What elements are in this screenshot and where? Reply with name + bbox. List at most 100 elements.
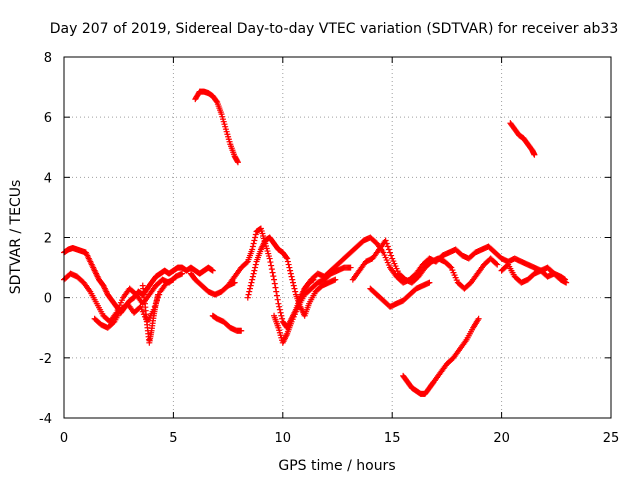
data-point bbox=[272, 284, 279, 291]
series-trace-7 bbox=[209, 312, 245, 334]
data-point bbox=[382, 237, 389, 244]
data-point bbox=[267, 259, 274, 266]
data-point bbox=[285, 261, 292, 268]
data-point bbox=[286, 264, 293, 271]
x-tick-label: 0 bbox=[60, 431, 68, 446]
data-point bbox=[273, 288, 280, 295]
y-tick-label: -2 bbox=[39, 352, 52, 367]
data-point bbox=[276, 306, 283, 313]
data-point bbox=[246, 285, 253, 292]
data-point bbox=[531, 151, 538, 158]
data-point bbox=[290, 282, 297, 289]
series-trace-12 bbox=[349, 237, 501, 292]
series-trace-11 bbox=[301, 234, 569, 292]
x-tick-label: 10 bbox=[275, 431, 292, 446]
data-point bbox=[249, 276, 256, 283]
data-point bbox=[278, 312, 285, 319]
x-tick-label: 25 bbox=[603, 431, 620, 446]
series-trace-13 bbox=[367, 279, 433, 310]
y-tick-label: 4 bbox=[44, 171, 52, 186]
series-trace-4 bbox=[139, 282, 162, 346]
data-point bbox=[494, 261, 501, 268]
x-axis-label: GPS time / hours bbox=[278, 458, 395, 474]
data-point bbox=[251, 267, 258, 274]
data-point bbox=[291, 285, 298, 292]
series-trace-6 bbox=[192, 88, 241, 166]
data-point bbox=[288, 273, 295, 280]
data-point bbox=[252, 231, 259, 238]
data-point bbox=[271, 276, 278, 283]
series-trace-15 bbox=[498, 261, 570, 286]
data-point bbox=[266, 255, 273, 262]
data-point bbox=[385, 246, 392, 253]
chart-title: Day 207 of 2019, Sidereal Day-to-day VTE… bbox=[50, 21, 619, 37]
series-trace-10 bbox=[271, 264, 354, 346]
data-point bbox=[252, 264, 259, 271]
series-trace-16 bbox=[507, 120, 538, 158]
data-point bbox=[250, 270, 257, 277]
y-tick-label: 0 bbox=[44, 292, 52, 307]
grid-lines bbox=[64, 57, 611, 418]
data-point bbox=[283, 254, 290, 261]
data-points bbox=[61, 88, 570, 397]
data-point bbox=[284, 255, 291, 262]
data-point bbox=[155, 291, 162, 298]
data-point bbox=[179, 270, 186, 277]
data-point bbox=[252, 261, 259, 268]
data-point bbox=[387, 249, 394, 256]
data-point bbox=[243, 259, 250, 266]
data-point bbox=[388, 252, 395, 259]
series-trace-14 bbox=[400, 315, 482, 397]
x-tick-label: 15 bbox=[384, 431, 401, 446]
data-point bbox=[447, 263, 454, 270]
data-point bbox=[249, 273, 256, 280]
data-point bbox=[249, 243, 256, 250]
series-trace-5 bbox=[187, 270, 238, 298]
data-point bbox=[292, 288, 299, 295]
y-tick-label: -4 bbox=[39, 412, 52, 427]
data-point bbox=[284, 258, 291, 265]
data-point bbox=[251, 237, 258, 244]
data-point bbox=[170, 276, 177, 283]
data-point bbox=[248, 279, 255, 286]
y-tick-label: 2 bbox=[44, 232, 52, 247]
data-point bbox=[287, 267, 294, 274]
y-axis-label: SDTVAR / TECUs bbox=[8, 180, 24, 295]
data-point bbox=[563, 279, 570, 286]
data-point bbox=[252, 234, 259, 241]
data-point bbox=[247, 282, 254, 289]
data-point bbox=[277, 309, 284, 316]
data-point bbox=[249, 246, 256, 253]
data-point bbox=[273, 292, 280, 299]
data-point bbox=[110, 319, 117, 326]
series-trace-9 bbox=[244, 234, 339, 319]
data-point bbox=[269, 269, 276, 276]
data-point bbox=[383, 240, 390, 247]
data-point bbox=[275, 300, 282, 307]
data-point bbox=[493, 260, 500, 267]
data-point bbox=[244, 294, 251, 301]
data-point bbox=[475, 315, 482, 322]
data-point bbox=[270, 273, 277, 280]
data-point bbox=[268, 262, 275, 269]
data-point bbox=[347, 264, 354, 271]
data-point bbox=[234, 159, 241, 166]
data-point bbox=[426, 279, 433, 286]
data-point bbox=[250, 240, 257, 247]
data-point bbox=[287, 270, 294, 277]
data-point bbox=[213, 98, 220, 105]
data-point bbox=[384, 243, 391, 250]
data-point bbox=[238, 327, 245, 334]
data-point bbox=[209, 267, 216, 274]
y-tick-label: 8 bbox=[44, 51, 52, 66]
axis-ticks: 0 5 10 15 20 25 -4 -2 0 2 4 6 8 bbox=[39, 51, 619, 446]
data-point bbox=[271, 280, 278, 287]
x-tick-label: 5 bbox=[169, 431, 177, 446]
data-point bbox=[246, 288, 253, 295]
data-point bbox=[274, 296, 281, 303]
x-tick-label: 20 bbox=[493, 431, 510, 446]
data-point bbox=[290, 279, 297, 286]
data-point bbox=[245, 291, 252, 298]
